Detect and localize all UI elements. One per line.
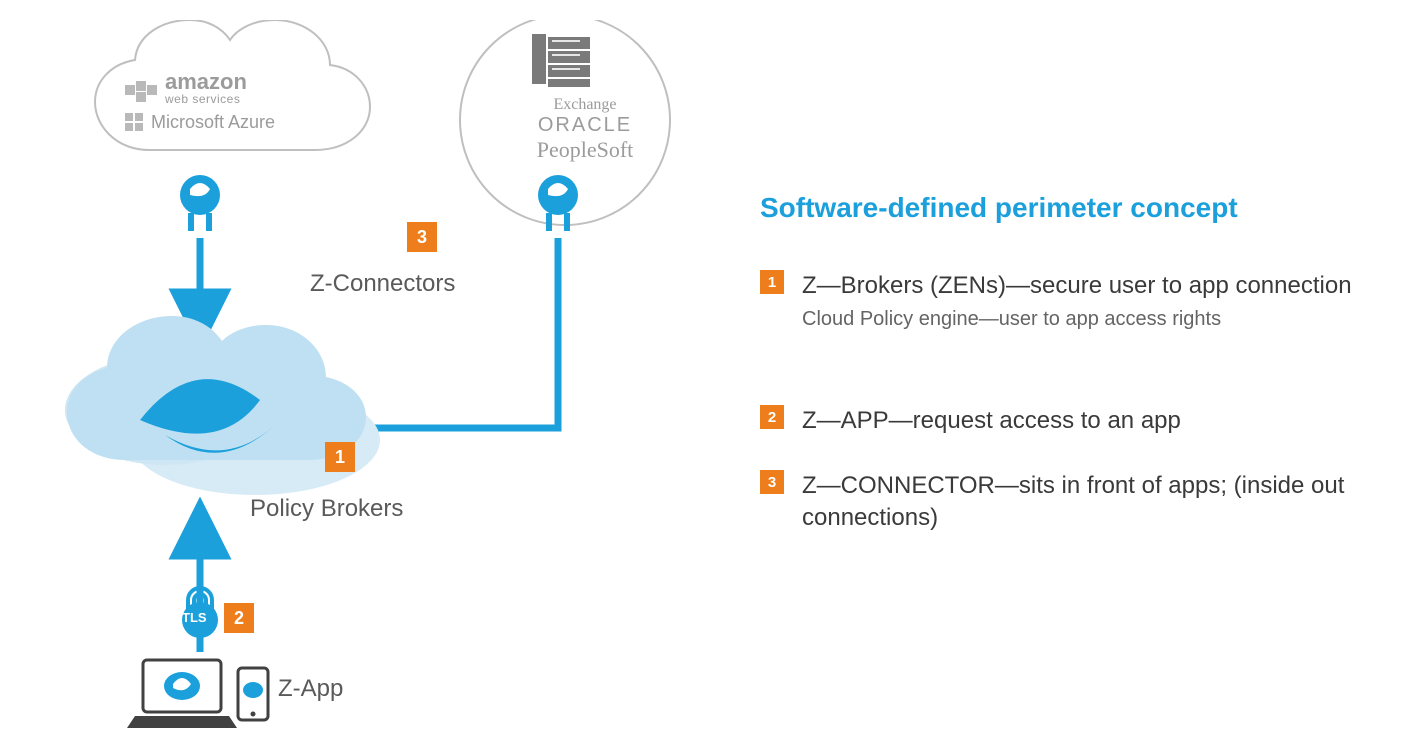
- legend-row-3: 3 Z—CONNECTOR—sits in front of apps; (in…: [760, 470, 1370, 535]
- aws-name: amazon: [165, 72, 247, 92]
- azure-name: Microsoft Azure: [151, 112, 275, 133]
- laptop-icon: [127, 660, 237, 728]
- exchange-label: Exchange: [490, 96, 680, 114]
- phone-icon: [238, 668, 268, 720]
- legend-row-2: 2 Z—APP—request access to an app: [760, 405, 1370, 437]
- diagram-marker-2: 2: [224, 603, 254, 633]
- legend-text-3: Z—CONNECTOR—sits in front of apps; (insi…: [802, 470, 1370, 535]
- public-cloud-vendors: amazon web services Microsoft Azure: [125, 72, 345, 133]
- datacenter-vendors: Exchange ORACLE PeopleSoft: [490, 96, 680, 163]
- connector-plug-left: [180, 175, 220, 231]
- server-icon: [532, 34, 590, 87]
- windows-icon: [125, 113, 143, 131]
- legend-num-2: 2: [760, 405, 784, 429]
- aws-cubes-icon: [125, 77, 159, 101]
- oracle-label: ORACLE: [490, 114, 680, 137]
- aws-sub: web services: [165, 92, 247, 106]
- zapp-label: Z-App: [278, 675, 343, 703]
- legend-num-3: 3: [760, 470, 784, 494]
- legend-sub-1: Cloud Policy engine—user to app access r…: [802, 308, 1370, 331]
- peoplesoft-label: PeopleSoft: [490, 137, 680, 163]
- tls-label: TLS: [182, 610, 207, 625]
- diagram-marker-1: 1: [325, 442, 355, 472]
- legend-row-1: 1 Z—Brokers (ZENs)—secure user to app co…: [760, 270, 1370, 331]
- sdp-title: Software-defined perimeter concept: [760, 192, 1380, 224]
- legend-text-2: Z—APP—request access to an app: [802, 405, 1370, 437]
- diagram-marker-3: 3: [407, 222, 437, 252]
- legend-text-1: Z—Brokers (ZENs)—secure user to app conn…: [802, 270, 1370, 302]
- zconnectors-label: Z-Connectors: [310, 270, 455, 298]
- policy-brokers-label: Policy Brokers: [250, 495, 403, 523]
- legend-num-1: 1: [760, 270, 784, 294]
